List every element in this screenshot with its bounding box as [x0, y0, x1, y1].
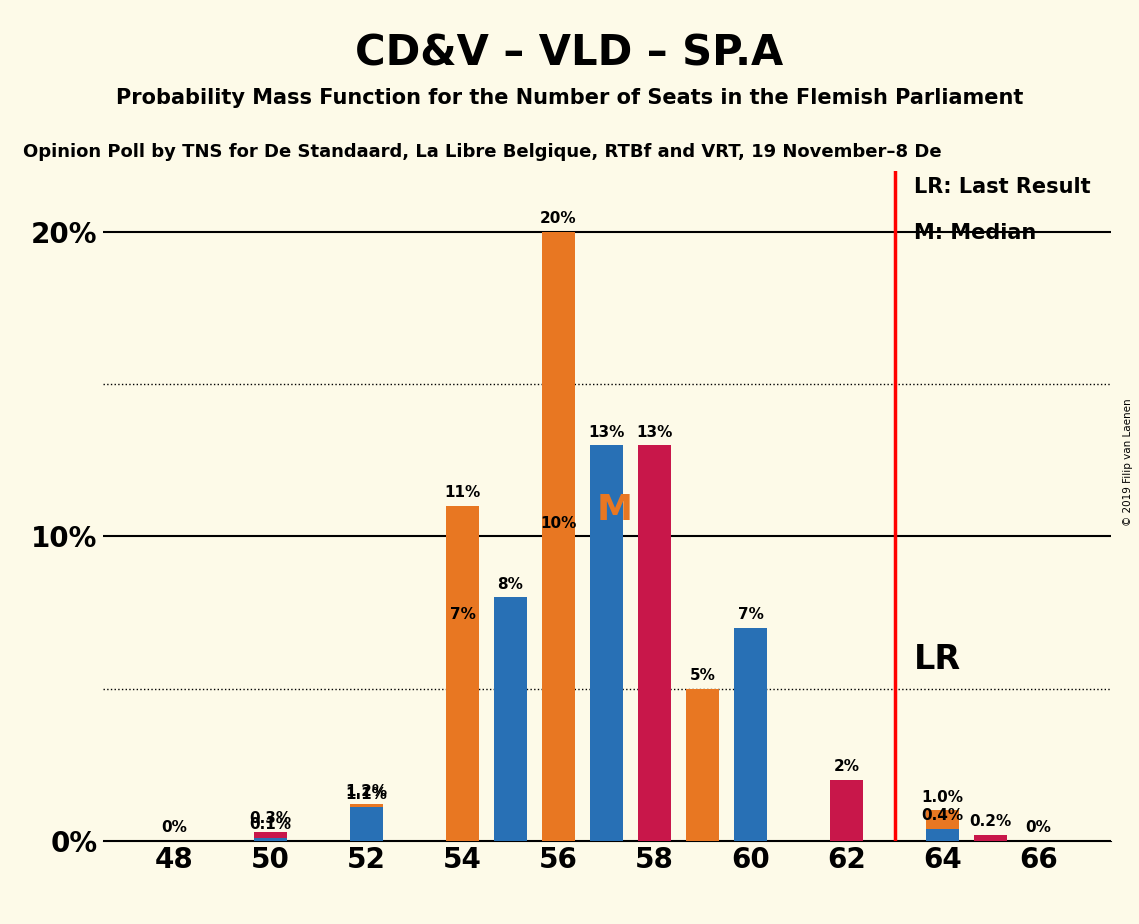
Text: 2%: 2%	[834, 760, 860, 774]
Text: 11%: 11%	[444, 485, 481, 501]
Text: M: Median: M: Median	[913, 223, 1036, 243]
Text: Probability Mass Function for the Number of Seats in the Flemish Parliament: Probability Mass Function for the Number…	[116, 88, 1023, 108]
Bar	[590, 445, 623, 841]
Text: 1.2%: 1.2%	[345, 784, 387, 799]
Text: 7%: 7%	[738, 607, 763, 622]
Text: Opinion Poll by TNS for De Standaard, La Libre Belgique, RTBf and VRT, 19 Novemb: Opinion Poll by TNS for De Standaard, La…	[23, 143, 942, 161]
Text: 20%: 20%	[540, 212, 576, 226]
Bar	[638, 445, 671, 841]
Bar	[445, 506, 480, 841]
Text: 1.1%: 1.1%	[345, 787, 387, 802]
Text: 10%: 10%	[540, 516, 576, 531]
Bar	[734, 627, 768, 841]
Bar	[445, 627, 480, 841]
Text: LR: LR	[913, 643, 961, 676]
Bar	[686, 688, 720, 841]
Text: 0.3%: 0.3%	[249, 811, 292, 826]
Bar	[974, 834, 1007, 841]
Text: 0.2%: 0.2%	[969, 814, 1011, 829]
Text: LR: Last Result: LR: Last Result	[913, 177, 1090, 197]
Bar	[542, 536, 575, 841]
Bar	[254, 832, 287, 841]
Bar	[926, 810, 959, 841]
Text: CD&V – VLD – SP.A: CD&V – VLD – SP.A	[355, 32, 784, 74]
Text: © 2019 Filip van Laenen: © 2019 Filip van Laenen	[1123, 398, 1133, 526]
Text: 8%: 8%	[498, 577, 524, 591]
Bar	[350, 808, 384, 841]
Bar	[829, 780, 863, 841]
Text: 0.1%: 0.1%	[249, 818, 292, 833]
Bar	[493, 597, 527, 841]
Text: 0.4%: 0.4%	[921, 808, 964, 823]
Text: 0%: 0%	[1025, 821, 1051, 835]
Bar	[542, 232, 575, 841]
Text: 13%: 13%	[589, 424, 624, 440]
Text: M: M	[597, 493, 633, 528]
Bar	[926, 829, 959, 841]
Text: 5%: 5%	[689, 668, 715, 683]
Bar	[350, 804, 384, 841]
Text: 0%: 0%	[162, 821, 188, 835]
Text: 1.0%: 1.0%	[921, 790, 964, 805]
Text: 7%: 7%	[450, 607, 475, 622]
Bar	[254, 838, 287, 841]
Text: 13%: 13%	[637, 424, 673, 440]
